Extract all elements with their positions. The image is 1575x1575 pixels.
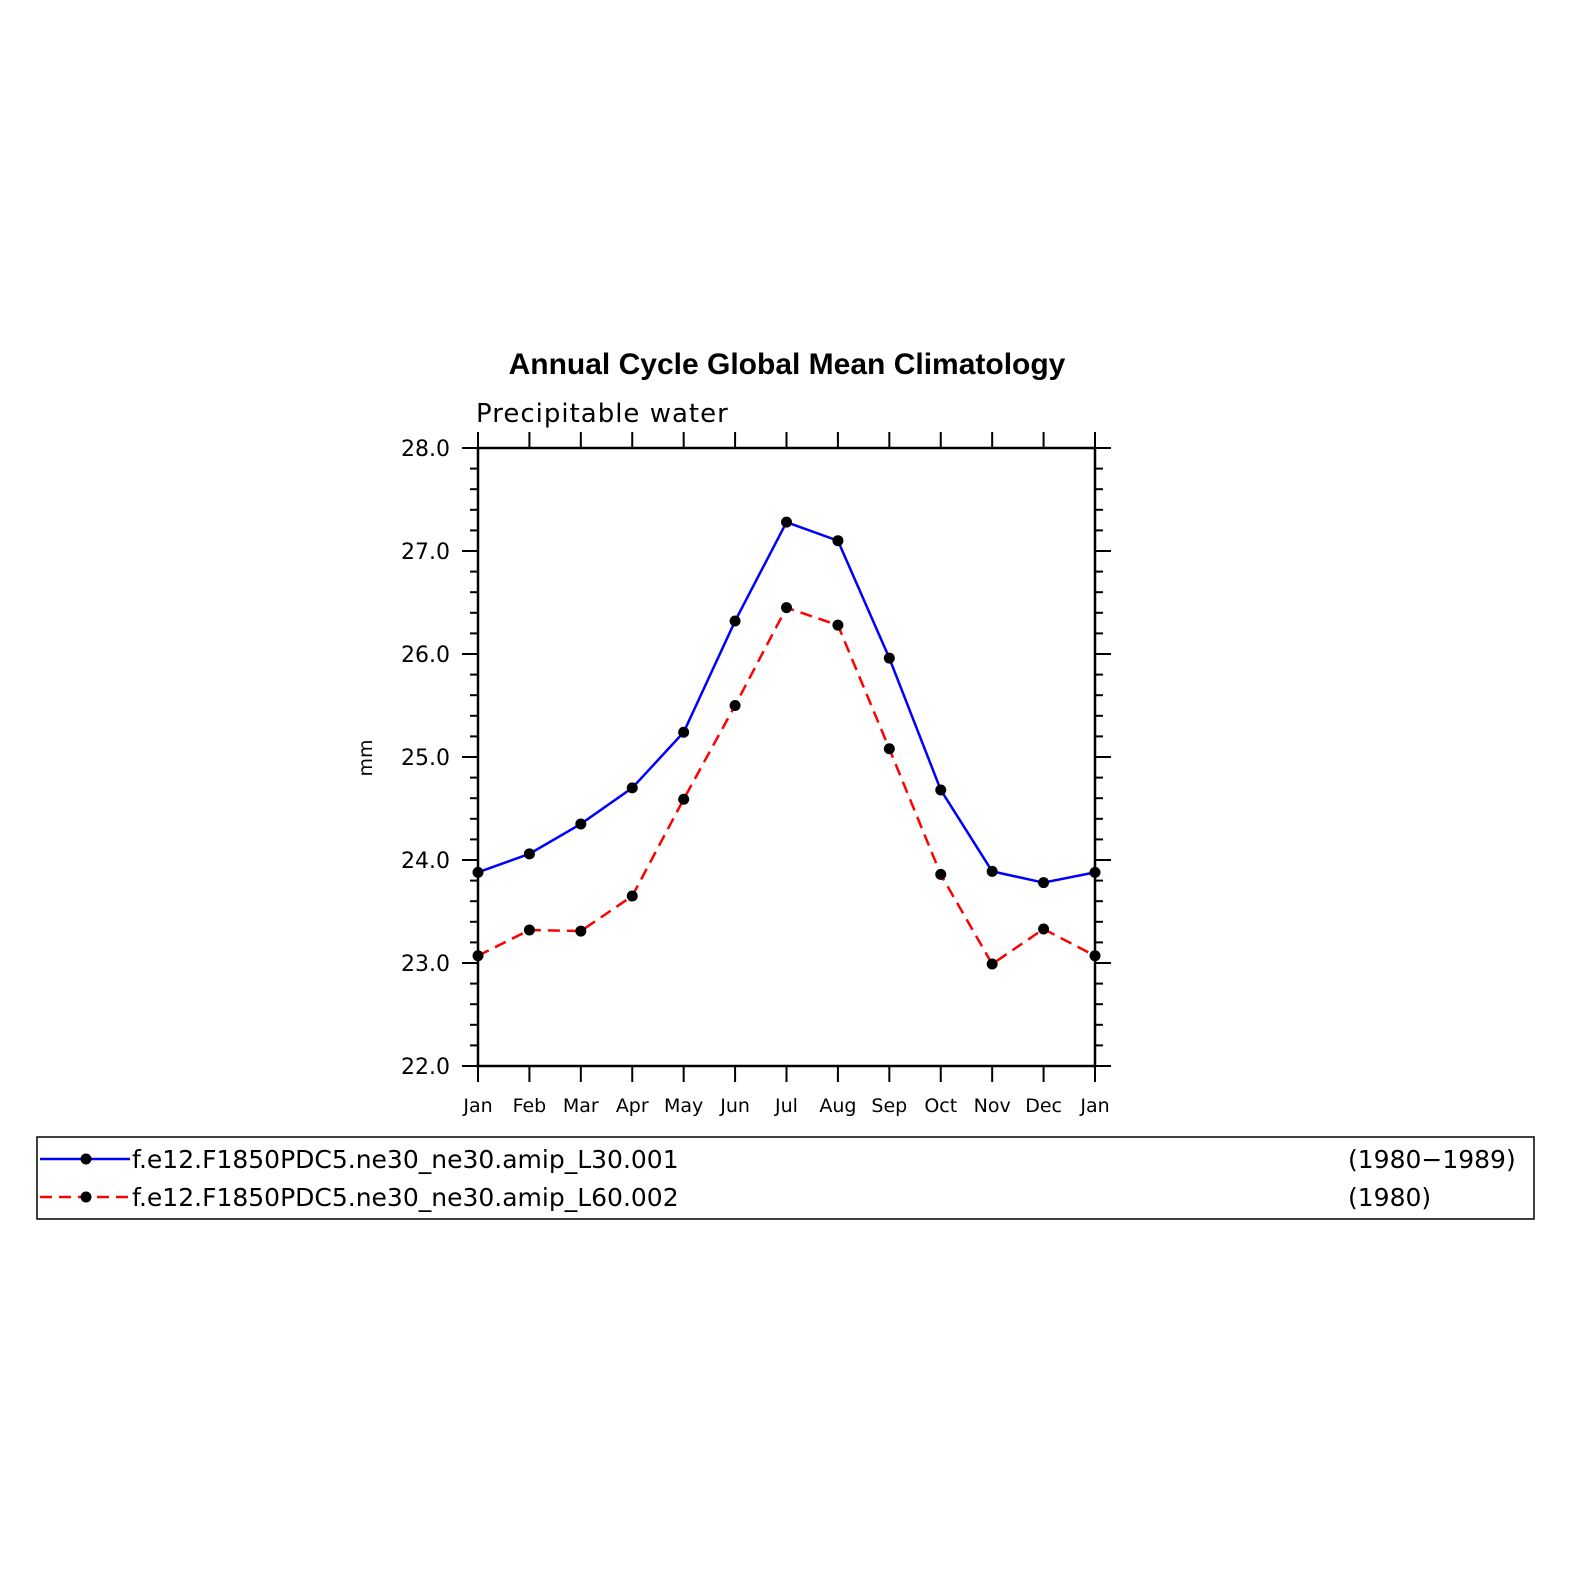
x-tick-label: Jun: [719, 1095, 750, 1117]
y-tick-label: 25.0: [401, 746, 450, 771]
series-line-2: [477, 606, 1096, 966]
y-tick-label: 24.0: [401, 849, 450, 874]
data-point: [832, 535, 844, 547]
data-point: [523, 848, 535, 860]
legend-label: f.e12.F1850PDC5.ne30_ne30.amip_L30.001: [132, 1145, 679, 1174]
x-tick-label: Aug: [819, 1095, 856, 1117]
x-tick-label: May: [664, 1095, 703, 1117]
data-point: [626, 782, 638, 794]
data-point: [1089, 866, 1101, 878]
x-tick-label: Sep: [871, 1095, 907, 1117]
x-tick-label: Jan: [1079, 1095, 1109, 1117]
x-tick-label: Dec: [1025, 1095, 1062, 1117]
y-axis-label: mm: [355, 739, 377, 776]
x-tick-label: Mar: [563, 1095, 599, 1117]
x-tick-label: Feb: [513, 1095, 547, 1117]
data-point: [1038, 923, 1050, 935]
data-point: [523, 924, 535, 936]
y-tick-label: 26.0: [401, 643, 450, 668]
x-tick-label: Oct: [924, 1095, 957, 1117]
y-tick-label: 22.0: [401, 1055, 450, 1080]
data-point: [986, 865, 998, 877]
legend-years: (1980): [1348, 1183, 1431, 1212]
axes: 22.0 23.0 24.0 25.0 26.0 27.0 28.0 Jan Feb Mar Apr…: [401, 432, 1111, 1117]
data-point: [575, 818, 587, 830]
data-point: [883, 743, 895, 755]
data-point: [935, 868, 947, 880]
x-tick-label: Jan: [462, 1095, 492, 1117]
data-point: [729, 700, 741, 711]
data-point: [781, 516, 792, 528]
y-tick-label: 23.0: [401, 952, 450, 977]
x-tick-label: Nov: [974, 1095, 1011, 1117]
data-point: [678, 726, 690, 738]
data-point: [472, 866, 484, 878]
chart-title: Annual Cycle Global Mean Climatology: [509, 348, 1066, 381]
plot-frame: [476, 446, 1097, 1068]
data-point: [781, 602, 792, 614]
data-point: [626, 890, 638, 902]
legend-label: f.e12.F1850PDC5.ne30_ne30.amip_L60.002: [132, 1183, 679, 1212]
data-point: [678, 793, 690, 805]
data-point: [1038, 877, 1050, 889]
legend: f.e12.F1850PDC5.ne30_ne30.amip_L30.001 (1…: [36, 1136, 1535, 1220]
data-point: [986, 958, 998, 970]
plot-area: [472, 516, 1101, 970]
data-point: [883, 652, 895, 664]
y-tick-label: 28.0: [401, 437, 450, 462]
legend-marker: [80, 1153, 92, 1165]
data-point: [935, 784, 947, 796]
x-tick-label: Jul: [774, 1095, 798, 1117]
x-tick-label: Apr: [616, 1095, 649, 1117]
data-point: [832, 619, 844, 631]
data-point: [575, 925, 587, 937]
data-point: [472, 950, 484, 962]
series-line-1: [477, 520, 1096, 884]
data-point: [1089, 950, 1101, 962]
data-point: [729, 615, 741, 627]
chart-subtitle: Precipitable water: [476, 399, 729, 429]
y-tick-label: 27.0: [401, 540, 450, 565]
legend-box: [36, 1136, 1535, 1220]
legend-years: (1980−1989): [1348, 1145, 1516, 1174]
legend-marker: [80, 1191, 92, 1203]
